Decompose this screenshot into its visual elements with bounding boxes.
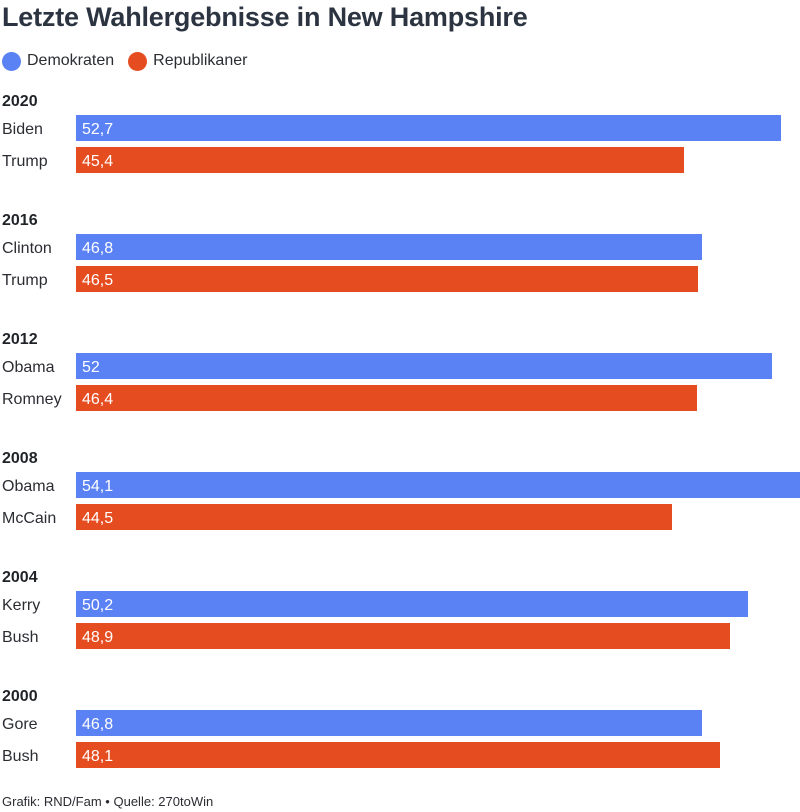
bar-chart: 2020 Biden 52,7 Trump 45,4 2016 Clinton 46,8 Tru… [2, 93, 800, 768]
candidate-label-kerry-2004: Kerry [2, 597, 40, 614]
candidate-label-romney-2012: Romney [2, 391, 62, 408]
value-label-bush-2000: 48,1 [82, 748, 113, 765]
legend-swatch-demokraten [2, 51, 21, 71]
value-label-clinton-2016: 46,8 [82, 240, 113, 257]
value-label-romney-2012: 46,4 [82, 391, 113, 408]
bar-obama-2012 [76, 353, 772, 379]
chart-title: Letzte Wahlergebnisse in New Hampshire [2, 2, 528, 32]
year-label-2020: 2020 [2, 93, 38, 110]
legend-swatch-republikaner [128, 51, 148, 71]
separator-dot: • [105, 794, 110, 809]
year-label-2008: 2008 [2, 450, 38, 467]
bar-kerry-2004 [76, 591, 748, 617]
value-label-bush-2004: 48,9 [82, 629, 113, 646]
legend-item-republikaner: Republikaner [128, 51, 248, 71]
candidate-label-obama-2012: Obama [2, 359, 55, 376]
value-label-obama-2012: 52 [82, 359, 100, 376]
footer: Grafik: RND/Fam • Quelle: 270toWin [2, 794, 213, 809]
candidate-label-obama-2008: Obama [2, 478, 55, 495]
bar-mccain-2008 [76, 504, 672, 530]
legend-item-demokraten: Demokraten [2, 51, 115, 71]
candidate-label-gore-2000: Gore [2, 716, 38, 733]
bar-obama-2008 [76, 472, 800, 498]
source-text: Quelle: 270toWin [113, 794, 214, 809]
credit-text: Grafik: RND/Fam [2, 794, 102, 809]
year-label-2000: 2000 [2, 688, 38, 705]
legend-label-republikaner: Republikaner [153, 52, 248, 69]
candidate-label-mccain-2008: McCain [2, 510, 56, 527]
value-label-biden-2020: 52,7 [82, 121, 113, 138]
legend-label-demokraten: Demokraten [27, 52, 115, 69]
candidate-label-bush-2000: Bush [2, 748, 38, 765]
legend: Demokraten Republikaner [2, 50, 261, 72]
bar-bush-2004 [76, 623, 730, 649]
year-label-2012: 2012 [2, 331, 38, 348]
year-label-2004: 2004 [2, 569, 38, 586]
candidate-label-clinton-2016: Clinton [2, 240, 52, 257]
value-label-trump-2020: 45,4 [82, 153, 113, 170]
candidate-label-trump-2016: Trump [2, 272, 48, 289]
value-label-obama-2008: 54,1 [82, 478, 113, 495]
value-label-mccain-2008: 44,5 [82, 510, 113, 527]
bar-gore-2000 [76, 710, 702, 736]
value-label-trump-2016: 46,5 [82, 272, 113, 289]
bar-trump-2016 [76, 266, 698, 292]
bar-trump-2020 [76, 147, 684, 173]
value-label-kerry-2004: 50,2 [82, 597, 113, 614]
candidate-label-biden-2020: Biden [2, 121, 43, 138]
bar-biden-2020 [76, 115, 781, 141]
value-label-gore-2000: 46,8 [82, 716, 113, 733]
bar-clinton-2016 [76, 234, 702, 260]
bar-bush-2000 [76, 742, 720, 768]
candidate-label-trump-2020: Trump [2, 153, 48, 170]
bar-romney-2012 [76, 385, 697, 411]
candidate-label-bush-2004: Bush [2, 629, 38, 646]
year-label-2016: 2016 [2, 212, 38, 229]
